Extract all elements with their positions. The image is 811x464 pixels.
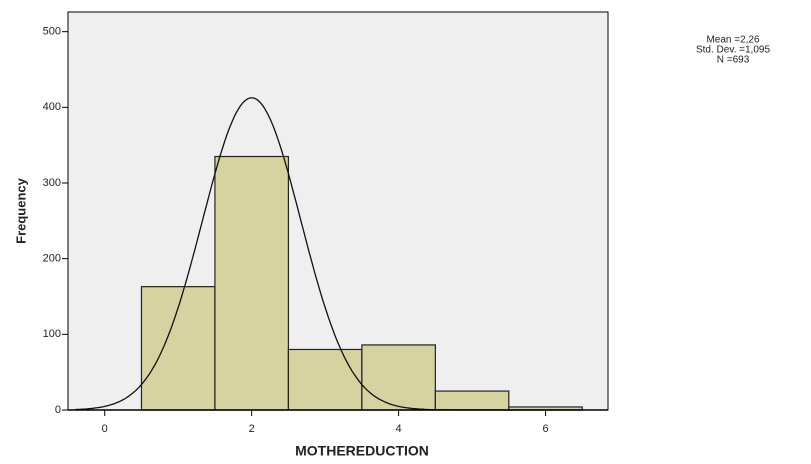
x-tick-label: 6 <box>542 423 548 435</box>
y-tick-label: 0 <box>55 404 61 416</box>
y-tick-label: 100 <box>43 328 61 340</box>
y-tick-label: 200 <box>43 253 61 265</box>
stat-label: Std. Dev. =1,095 <box>696 45 770 56</box>
bar <box>214 155 290 411</box>
bar <box>140 286 216 411</box>
y-tick-label: 400 <box>43 101 61 113</box>
y-axis-label: Frequency <box>13 177 28 244</box>
bar <box>434 390 510 411</box>
y-tick-label: 300 <box>43 177 61 189</box>
stat-label: N =693 <box>717 55 750 66</box>
stat-label: Mean =2,26 <box>706 35 760 46</box>
bar <box>361 344 436 411</box>
x-tick-label: 4 <box>396 423 402 435</box>
x-tick-label: 2 <box>249 423 255 435</box>
x-tick-label: 0 <box>102 423 108 435</box>
bar <box>287 348 363 411</box>
x-axis-label: MOTHEREDUCTION <box>295 443 429 459</box>
y-tick-label: 500 <box>43 26 61 38</box>
